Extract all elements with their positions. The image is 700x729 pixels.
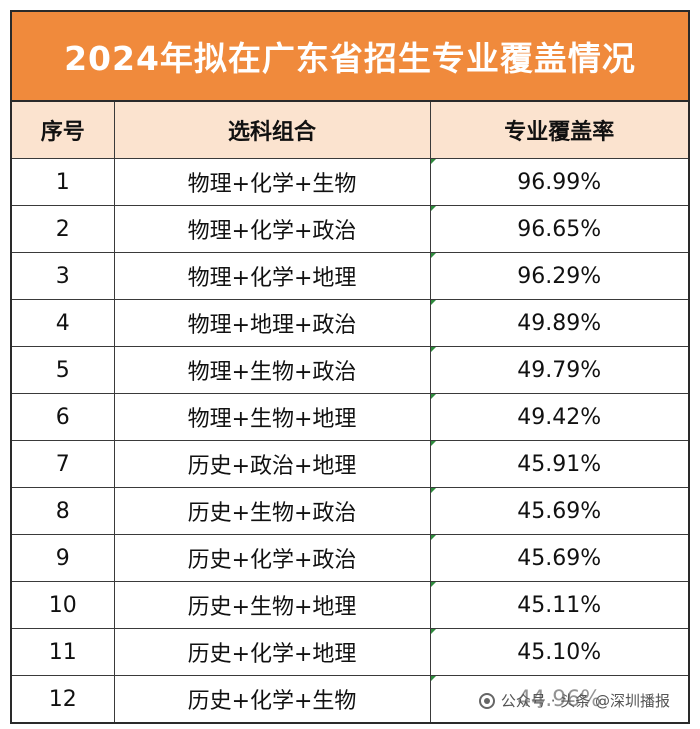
row-number: 6: [12, 393, 115, 441]
subject-combo: 物理+生物+政治: [113, 346, 431, 394]
column-header-combo: 选科组合: [113, 102, 431, 159]
table-row: 8 历史+生物+政治 45.69%: [12, 487, 688, 535]
watermark: 公众号 · 头条 @深圳播报: [474, 689, 674, 712]
subject-combo: 物理+地理+政治: [113, 299, 431, 347]
subject-combo: 物理+化学+政治: [113, 205, 431, 253]
table-container: 2024年拟在广东省招生专业覆盖情况 序号 选科组合 专业覆盖率 1 物理+化学…: [10, 10, 690, 724]
table-row: 11 历史+化学+地理 45.10%: [12, 628, 688, 676]
coverage-rate: 96.29%: [429, 252, 688, 300]
table-row: 2 物理+化学+政治 96.65%: [12, 205, 688, 253]
table-row: 10 历史+生物+地理 45.11%: [12, 581, 688, 629]
page-title: 2024年拟在广东省招生专业覆盖情况: [12, 12, 688, 102]
table-row: 1 物理+化学+生物 96.99%: [12, 158, 688, 206]
coverage-rate: 45.69%: [429, 534, 688, 582]
table-row: 12 历史+化学+生物 44.96%: [12, 675, 688, 722]
row-number: 10: [12, 581, 115, 629]
table-row: 7 历史+政治+地理 45.91%: [12, 440, 688, 488]
subject-combo: 历史+生物+政治: [113, 487, 431, 535]
subject-combo: 物理+生物+地理: [113, 393, 431, 441]
subject-combo: 历史+生物+地理: [113, 581, 431, 629]
coverage-rate: 49.79%: [429, 346, 688, 394]
coverage-rate: 49.42%: [429, 393, 688, 441]
coverage-rate: 45.91%: [429, 440, 688, 488]
coverage-rate: 49.89%: [429, 299, 688, 347]
row-number: 2: [12, 205, 115, 253]
row-number: 4: [12, 299, 115, 347]
coverage-table: 序号 选科组合 专业覆盖率 1 物理+化学+生物 96.99% 2 物理+化学+…: [12, 102, 688, 722]
coverage-rate: 96.99%: [429, 158, 688, 206]
column-header-rate: 专业覆盖率: [429, 102, 688, 159]
subject-combo: 历史+政治+地理: [113, 440, 431, 488]
table-header-row: 序号 选科组合 专业覆盖率: [12, 102, 688, 159]
coverage-rate: 45.10%: [429, 628, 688, 676]
table-row: 6 物理+生物+地理 49.42%: [12, 393, 688, 441]
table-row: 5 物理+生物+政治 49.79%: [12, 346, 688, 394]
table-row: 4 物理+地理+政治 49.89%: [12, 299, 688, 347]
watermark-text: 公众号 · 头条 @深圳播报: [500, 692, 670, 710]
subject-combo: 历史+化学+地理: [113, 628, 431, 676]
subject-combo: 历史+化学+生物: [113, 675, 431, 722]
row-number: 5: [12, 346, 115, 394]
row-number: 7: [12, 440, 115, 488]
table-row: 9 历史+化学+政治 45.69%: [12, 534, 688, 582]
coverage-rate: 45.11%: [429, 581, 688, 629]
subject-combo: 物理+化学+地理: [113, 252, 431, 300]
row-number: 1: [12, 158, 115, 206]
row-number: 3: [12, 252, 115, 300]
row-number: 9: [12, 534, 115, 582]
coverage-rate: 45.69%: [429, 487, 688, 535]
subject-combo: 物理+化学+生物: [113, 158, 431, 206]
subject-combo: 历史+化学+政治: [113, 534, 431, 582]
coverage-rate: 96.65%: [429, 205, 688, 253]
column-header-no: 序号: [12, 102, 115, 159]
row-number: 8: [12, 487, 115, 535]
table-row: 3 物理+化学+地理 96.29%: [12, 252, 688, 300]
row-number: 12: [12, 675, 115, 722]
watermark-logo-icon: [478, 692, 495, 709]
row-number: 11: [12, 628, 115, 676]
